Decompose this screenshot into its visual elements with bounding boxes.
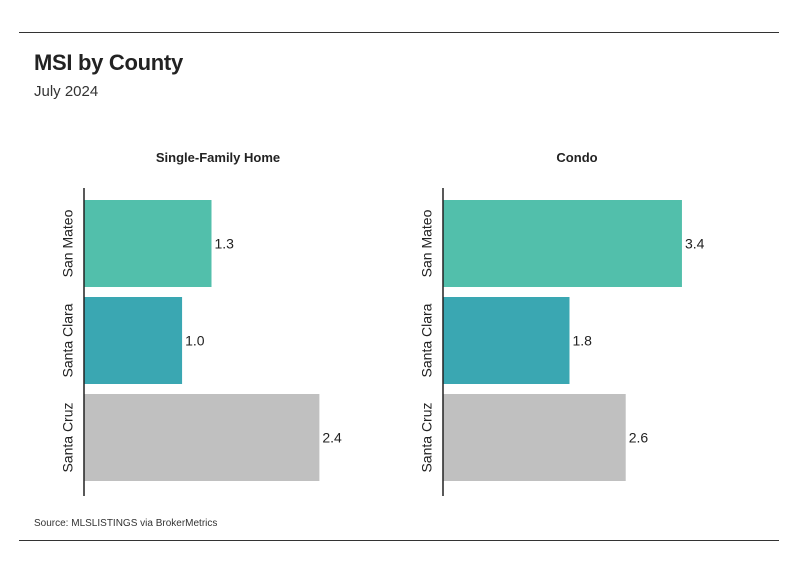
- data-label-single-family-home-san-mateo: 1.3: [215, 236, 235, 252]
- bar-condo-san-mateo: [443, 200, 682, 287]
- data-label-condo-santa-cruz: 2.6: [629, 430, 649, 446]
- data-label-condo-san-mateo: 3.4: [685, 236, 705, 252]
- bar-single-family-home-san-mateo: [84, 200, 212, 287]
- bar-single-family-home-santa-clara: [84, 297, 183, 384]
- bottom-rule: [19, 540, 779, 541]
- bar-condo-santa-cruz: [443, 394, 626, 481]
- category-label-condo-santa-cruz: Santa Cruz: [419, 402, 435, 472]
- category-label-single-family-home-san-mateo: San Mateo: [60, 209, 76, 277]
- panel-title-condo: Condo: [556, 150, 597, 165]
- category-label-condo-santa-clara: Santa Clara: [419, 303, 435, 377]
- category-label-condo-san-mateo: San Mateo: [419, 209, 435, 277]
- bar-condo-santa-clara: [443, 297, 570, 384]
- category-label-single-family-home-santa-clara: Santa Clara: [60, 303, 76, 377]
- panel-title-single-family-home: Single-Family Home: [156, 150, 280, 165]
- category-label-single-family-home-santa-cruz: Santa Cruz: [60, 402, 76, 472]
- chart-title: MSI by County: [34, 50, 183, 75]
- data-label-single-family-home-santa-cruz: 2.4: [322, 430, 342, 446]
- top-rule: [19, 32, 779, 33]
- source-note: Source: MLSLISTINGS via BrokerMetrics: [34, 518, 218, 529]
- bar-single-family-home-santa-cruz: [84, 394, 320, 481]
- data-label-single-family-home-santa-clara: 1.0: [185, 333, 205, 349]
- chart-subtitle: July 2024: [34, 83, 99, 100]
- data-label-condo-santa-clara: 1.8: [573, 333, 593, 349]
